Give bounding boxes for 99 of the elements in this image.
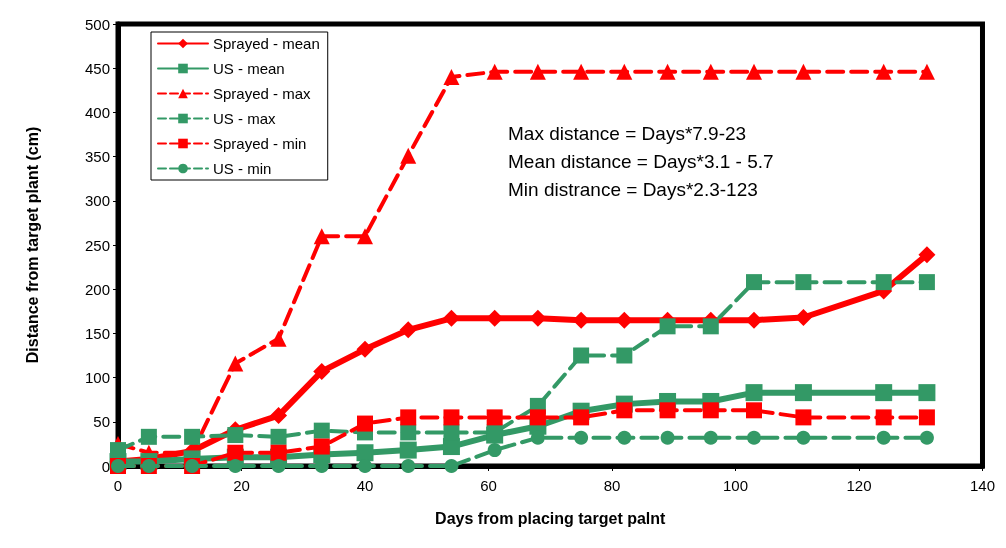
y-tick-label: 350 (84, 148, 110, 166)
y-tick-label: 0 (101, 457, 110, 475)
legend-label: US - max (213, 110, 276, 127)
point (529, 63, 546, 80)
point (745, 384, 763, 402)
point (875, 63, 892, 80)
point (574, 430, 589, 445)
point (357, 415, 373, 432)
y-axis-title: Distance from target plant (cm) (23, 126, 41, 364)
point (443, 69, 460, 86)
point (918, 384, 936, 402)
point (486, 63, 503, 80)
point (184, 428, 201, 445)
point (703, 430, 718, 445)
point (400, 147, 417, 164)
point (795, 409, 812, 426)
point (400, 409, 417, 426)
point (616, 63, 633, 80)
y-tick-label: 400 (84, 103, 110, 121)
point (616, 347, 633, 364)
point (443, 424, 460, 441)
point (313, 438, 330, 455)
point (356, 340, 374, 358)
x-tick-label: 20 (233, 477, 250, 494)
point (573, 347, 590, 364)
point (442, 309, 460, 327)
point (746, 274, 763, 291)
y-tick-label: 500 (84, 15, 110, 33)
point (746, 402, 763, 419)
point (746, 63, 763, 80)
point (702, 318, 719, 335)
point (357, 228, 373, 245)
y-tick-label: 250 (84, 236, 110, 254)
x-tick-label: 140 (969, 477, 995, 494)
point (659, 318, 676, 335)
x-axis-title: Days from placing target palnt (435, 509, 667, 527)
point (313, 228, 330, 245)
point (617, 430, 632, 445)
point (659, 402, 676, 419)
point (660, 430, 675, 445)
point (875, 409, 892, 426)
y-tick-label: 200 (84, 280, 110, 298)
point (919, 430, 934, 445)
x-tick-label: 80 (603, 477, 621, 494)
point (702, 402, 719, 419)
point (573, 409, 590, 426)
point (876, 430, 891, 445)
point (795, 274, 812, 291)
point (313, 362, 331, 380)
point (358, 459, 372, 473)
point (400, 424, 417, 441)
legend-label: Sprayed - max (213, 85, 312, 102)
y-tick-label: 100 (84, 369, 110, 387)
point (401, 459, 416, 473)
point (794, 384, 812, 402)
point (227, 427, 244, 444)
point (270, 428, 287, 445)
point (918, 409, 935, 426)
point (399, 441, 417, 459)
point (443, 409, 460, 426)
point (444, 459, 459, 473)
point (270, 330, 287, 347)
point (702, 63, 719, 80)
x-tick-label: 40 (356, 477, 374, 494)
point (356, 444, 374, 462)
point (270, 407, 288, 425)
legend-label: US - min (213, 160, 272, 177)
y-tick-label: 300 (84, 192, 110, 210)
point (399, 321, 417, 339)
legend-label: US - mean (213, 60, 285, 77)
x-tick-label: 120 (846, 477, 872, 494)
point (875, 274, 892, 291)
point (573, 63, 590, 80)
legend-label: Sprayed - min (213, 135, 307, 152)
point (918, 63, 935, 80)
point (659, 63, 676, 80)
point (918, 274, 935, 291)
x-tick-label: 100 (722, 477, 749, 494)
y-tick-label: 50 (93, 413, 110, 431)
legend-label: Sprayed - mean (213, 35, 320, 52)
point (313, 422, 330, 439)
annotation: Min distrance = Days*2.3-123 (508, 179, 758, 200)
y-tick-label: 150 (84, 324, 110, 342)
point (140, 428, 157, 445)
point (875, 384, 893, 402)
point (795, 63, 812, 80)
point (486, 409, 503, 426)
point (796, 430, 811, 445)
point (747, 430, 762, 445)
point (918, 246, 936, 264)
point (227, 355, 244, 372)
annotation: Max distance = Days*7.9-23 (508, 123, 747, 144)
x-tick-label: 0 (113, 477, 123, 494)
y-tick-label: 450 (84, 59, 110, 77)
point (487, 443, 502, 458)
annotation: Mean distance = Days*3.1 - 5.7 (508, 151, 774, 172)
x-tick-label: 60 (480, 477, 497, 494)
point (616, 402, 633, 419)
point (529, 409, 546, 426)
